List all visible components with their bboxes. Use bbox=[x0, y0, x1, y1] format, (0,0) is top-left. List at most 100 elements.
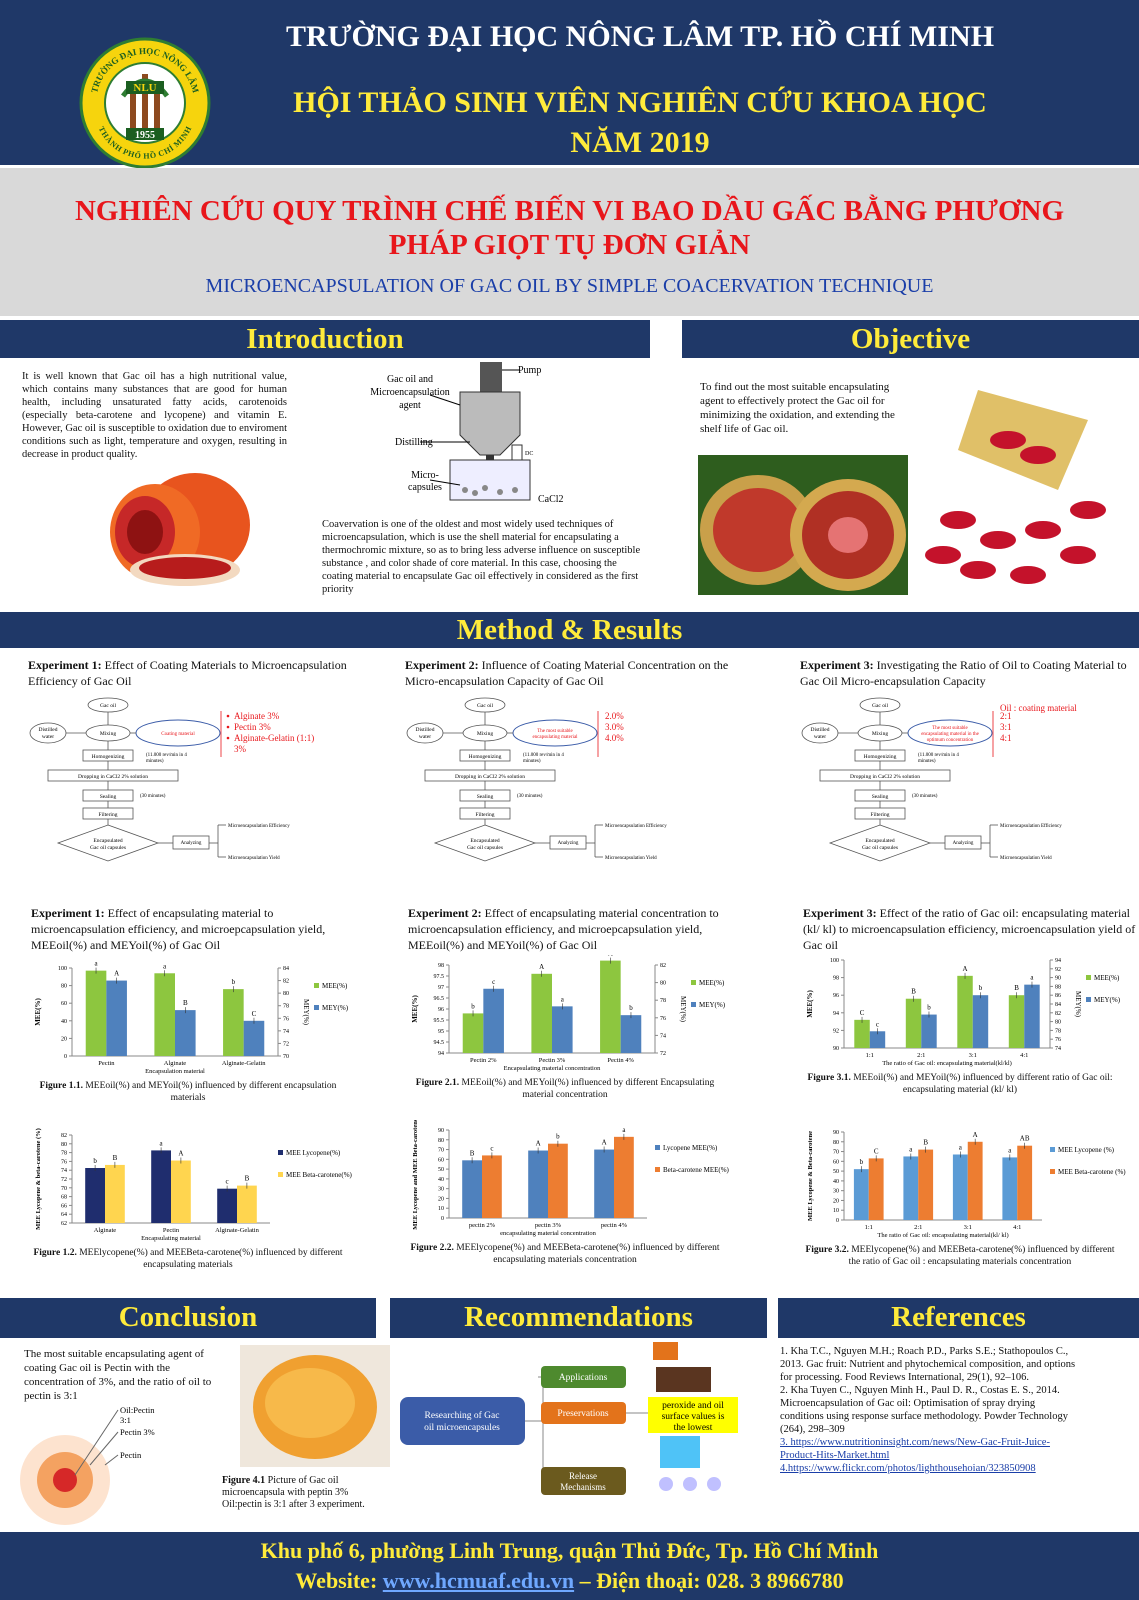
experiment-label: Experiment 2: bbox=[408, 906, 482, 920]
label: CaCl2 bbox=[538, 494, 564, 505]
node-label: the lowest bbox=[674, 1423, 713, 1433]
figure-caption: Figure 1.2. MEElycopene(%) and MEEBeta-c… bbox=[28, 1247, 348, 1271]
node bbox=[29, 722, 67, 744]
y-tick-label: 50 bbox=[438, 1167, 444, 1173]
experiment-label: Experiment 3: bbox=[803, 906, 877, 920]
bar bbox=[957, 975, 973, 1048]
y2-tick-label: 78 bbox=[1055, 1028, 1061, 1034]
node-label: water bbox=[42, 734, 54, 740]
label: Gac oil and bbox=[387, 374, 433, 385]
x-tick-label: 1:1 bbox=[866, 1052, 874, 1059]
significance-letter: C bbox=[874, 1147, 879, 1155]
legend-label: MEE Lycopene (%) bbox=[1058, 1146, 1115, 1154]
node-label: Mixing bbox=[872, 731, 888, 737]
y2-tick-label: 82 bbox=[660, 963, 666, 969]
significance-letter: B bbox=[113, 1154, 118, 1162]
section-heading: Method & Results bbox=[0, 612, 1139, 648]
y-tick-label: 97 bbox=[438, 985, 444, 991]
y2-tick-label: 70 bbox=[283, 1054, 289, 1060]
legend-swatch bbox=[691, 1002, 696, 1007]
paragraph: It is well known that Gac oil has a high… bbox=[22, 371, 287, 460]
legend-label: MEY(%) bbox=[1094, 996, 1121, 1004]
node-label: Gac oil bbox=[872, 703, 889, 709]
y-axis-title: MEE Lycopene and MEE Beta-carotene bbox=[412, 1120, 419, 1230]
text: Investigating the Ratio of Oil to Coatin… bbox=[800, 658, 1127, 688]
bar bbox=[972, 995, 989, 1048]
bar bbox=[853, 1169, 869, 1220]
node-label: Preservations bbox=[557, 1409, 608, 1419]
bar bbox=[171, 1160, 191, 1223]
section-heading: Objective bbox=[682, 320, 1139, 358]
y-tick-label: 100 bbox=[58, 966, 67, 972]
caption: MEEoil(%) and MEYoil(%) influenced by di… bbox=[461, 1078, 715, 1100]
figure-label: Figure 3.2. bbox=[805, 1245, 849, 1255]
event-year: NĂM 2019 bbox=[570, 126, 710, 159]
website-link[interactable]: www.hcmuaf.edu.vn bbox=[382, 1568, 575, 1593]
bar bbox=[903, 1156, 919, 1220]
chart: 0 20 40 60 80 100 70 72 74 76 78 80 82 84 MEY(%) MEE(%)… bbox=[34, 960, 349, 1075]
y-tick-label: 60 bbox=[438, 1157, 444, 1163]
y-tick-label: 98 bbox=[438, 963, 444, 969]
significance-letter: a bbox=[160, 1139, 164, 1147]
bar bbox=[594, 1149, 614, 1218]
y2-tick-label: 84 bbox=[1055, 1002, 1061, 1008]
legend-label: MEE Lycopene(%) bbox=[286, 1149, 341, 1157]
x-tick-label: 2:1 bbox=[914, 1224, 922, 1231]
x-tick-label: Pectin 4% bbox=[607, 1057, 634, 1064]
reference-link[interactable]: 3. https://www.nutritioninsight.com/news… bbox=[780, 1437, 1050, 1461]
y-tick-label: 70 bbox=[61, 1186, 67, 1192]
significance-letter: a bbox=[959, 1143, 963, 1151]
significance-letter: a bbox=[94, 960, 98, 968]
chart: 0 10 20 30 40 50 60 70 80 90 MEE Lycopene & Beta-c… bbox=[807, 1130, 1126, 1239]
y2-tick-label: 76 bbox=[1055, 1037, 1061, 1043]
node-label: Homogenizing bbox=[864, 754, 897, 760]
chart: 62 64 66 68 70 72 74 76 78 80 82 MEE Lycopene & bet… bbox=[35, 1128, 353, 1242]
node-label: Analyzing bbox=[953, 841, 974, 846]
results-title: Experiment 2: Effect of encapsulating ma… bbox=[408, 905, 743, 953]
node-label: 3.0% bbox=[605, 722, 624, 732]
y-tick-label: 62 bbox=[61, 1221, 67, 1227]
legend-swatch bbox=[691, 980, 696, 985]
ring-label: Pectin bbox=[120, 1450, 142, 1460]
x-axis-title: encapsulating material concentration bbox=[500, 1230, 596, 1237]
bar bbox=[482, 1155, 502, 1218]
y-tick-label: 60 bbox=[61, 1001, 67, 1007]
y-axis-title: MEE(%) bbox=[411, 995, 419, 1023]
node-label: optimum concentration bbox=[927, 738, 974, 743]
x-tick-label: pectin 4% bbox=[601, 1222, 628, 1229]
y-axis-title: MEE(%) bbox=[806, 990, 814, 1018]
y-tick-label: 64 bbox=[61, 1212, 67, 1218]
node-label: Dropping in CaCl2 2% solution bbox=[455, 774, 525, 780]
y-tick-label: 90 bbox=[833, 1046, 839, 1052]
y-tick-label: 70 bbox=[438, 1148, 444, 1154]
significance-letter: A bbox=[608, 955, 613, 958]
bar bbox=[105, 1164, 125, 1223]
node-label: 3% bbox=[234, 744, 247, 754]
legend-swatch bbox=[314, 983, 319, 988]
reference-link[interactable]: 4.https://www.flickr.com/photos/lighthou… bbox=[780, 1463, 1036, 1474]
university: TRƯỜNG ĐẠI HỌC NÔNG LÂM TP. HỒ CHÍ MINH bbox=[285, 20, 995, 53]
y-tick-label: 76 bbox=[61, 1159, 67, 1165]
node-label: The most suitable bbox=[932, 726, 968, 731]
y2-axis-title: MEY(%) bbox=[1074, 991, 1082, 1018]
x-tick-label: 3:1 bbox=[964, 1224, 972, 1231]
bar bbox=[952, 1154, 968, 1220]
y-tick-label: 74 bbox=[61, 1168, 67, 1174]
significance-letter: c bbox=[226, 1178, 229, 1186]
node-label: oil microencapsules bbox=[424, 1423, 500, 1433]
significance-letter: b bbox=[629, 1004, 633, 1012]
node-label: Encapsulated bbox=[865, 838, 895, 844]
bullet bbox=[226, 736, 230, 740]
text: Effect of encapsulating material concent… bbox=[408, 906, 719, 952]
experiment-label: Experiment 3: bbox=[800, 658, 874, 672]
subtitle: MICROENCAPSULATION OF GAC OIL BY SIMPLE … bbox=[205, 275, 934, 297]
node-label: minutes) bbox=[146, 759, 164, 764]
y2-tick-label: 74 bbox=[283, 1029, 289, 1035]
node-label: Microencapsulation Yield bbox=[228, 856, 280, 861]
node-label: Mixing bbox=[100, 731, 116, 737]
reference: 2. Kha Tuyen C., Nguyen Minh H., Paul D.… bbox=[780, 1385, 1068, 1435]
section-heading: References bbox=[778, 1298, 1139, 1338]
capsule-photo bbox=[240, 1345, 390, 1467]
node-label: Gac oil capsules bbox=[862, 845, 898, 851]
node bbox=[433, 824, 537, 862]
